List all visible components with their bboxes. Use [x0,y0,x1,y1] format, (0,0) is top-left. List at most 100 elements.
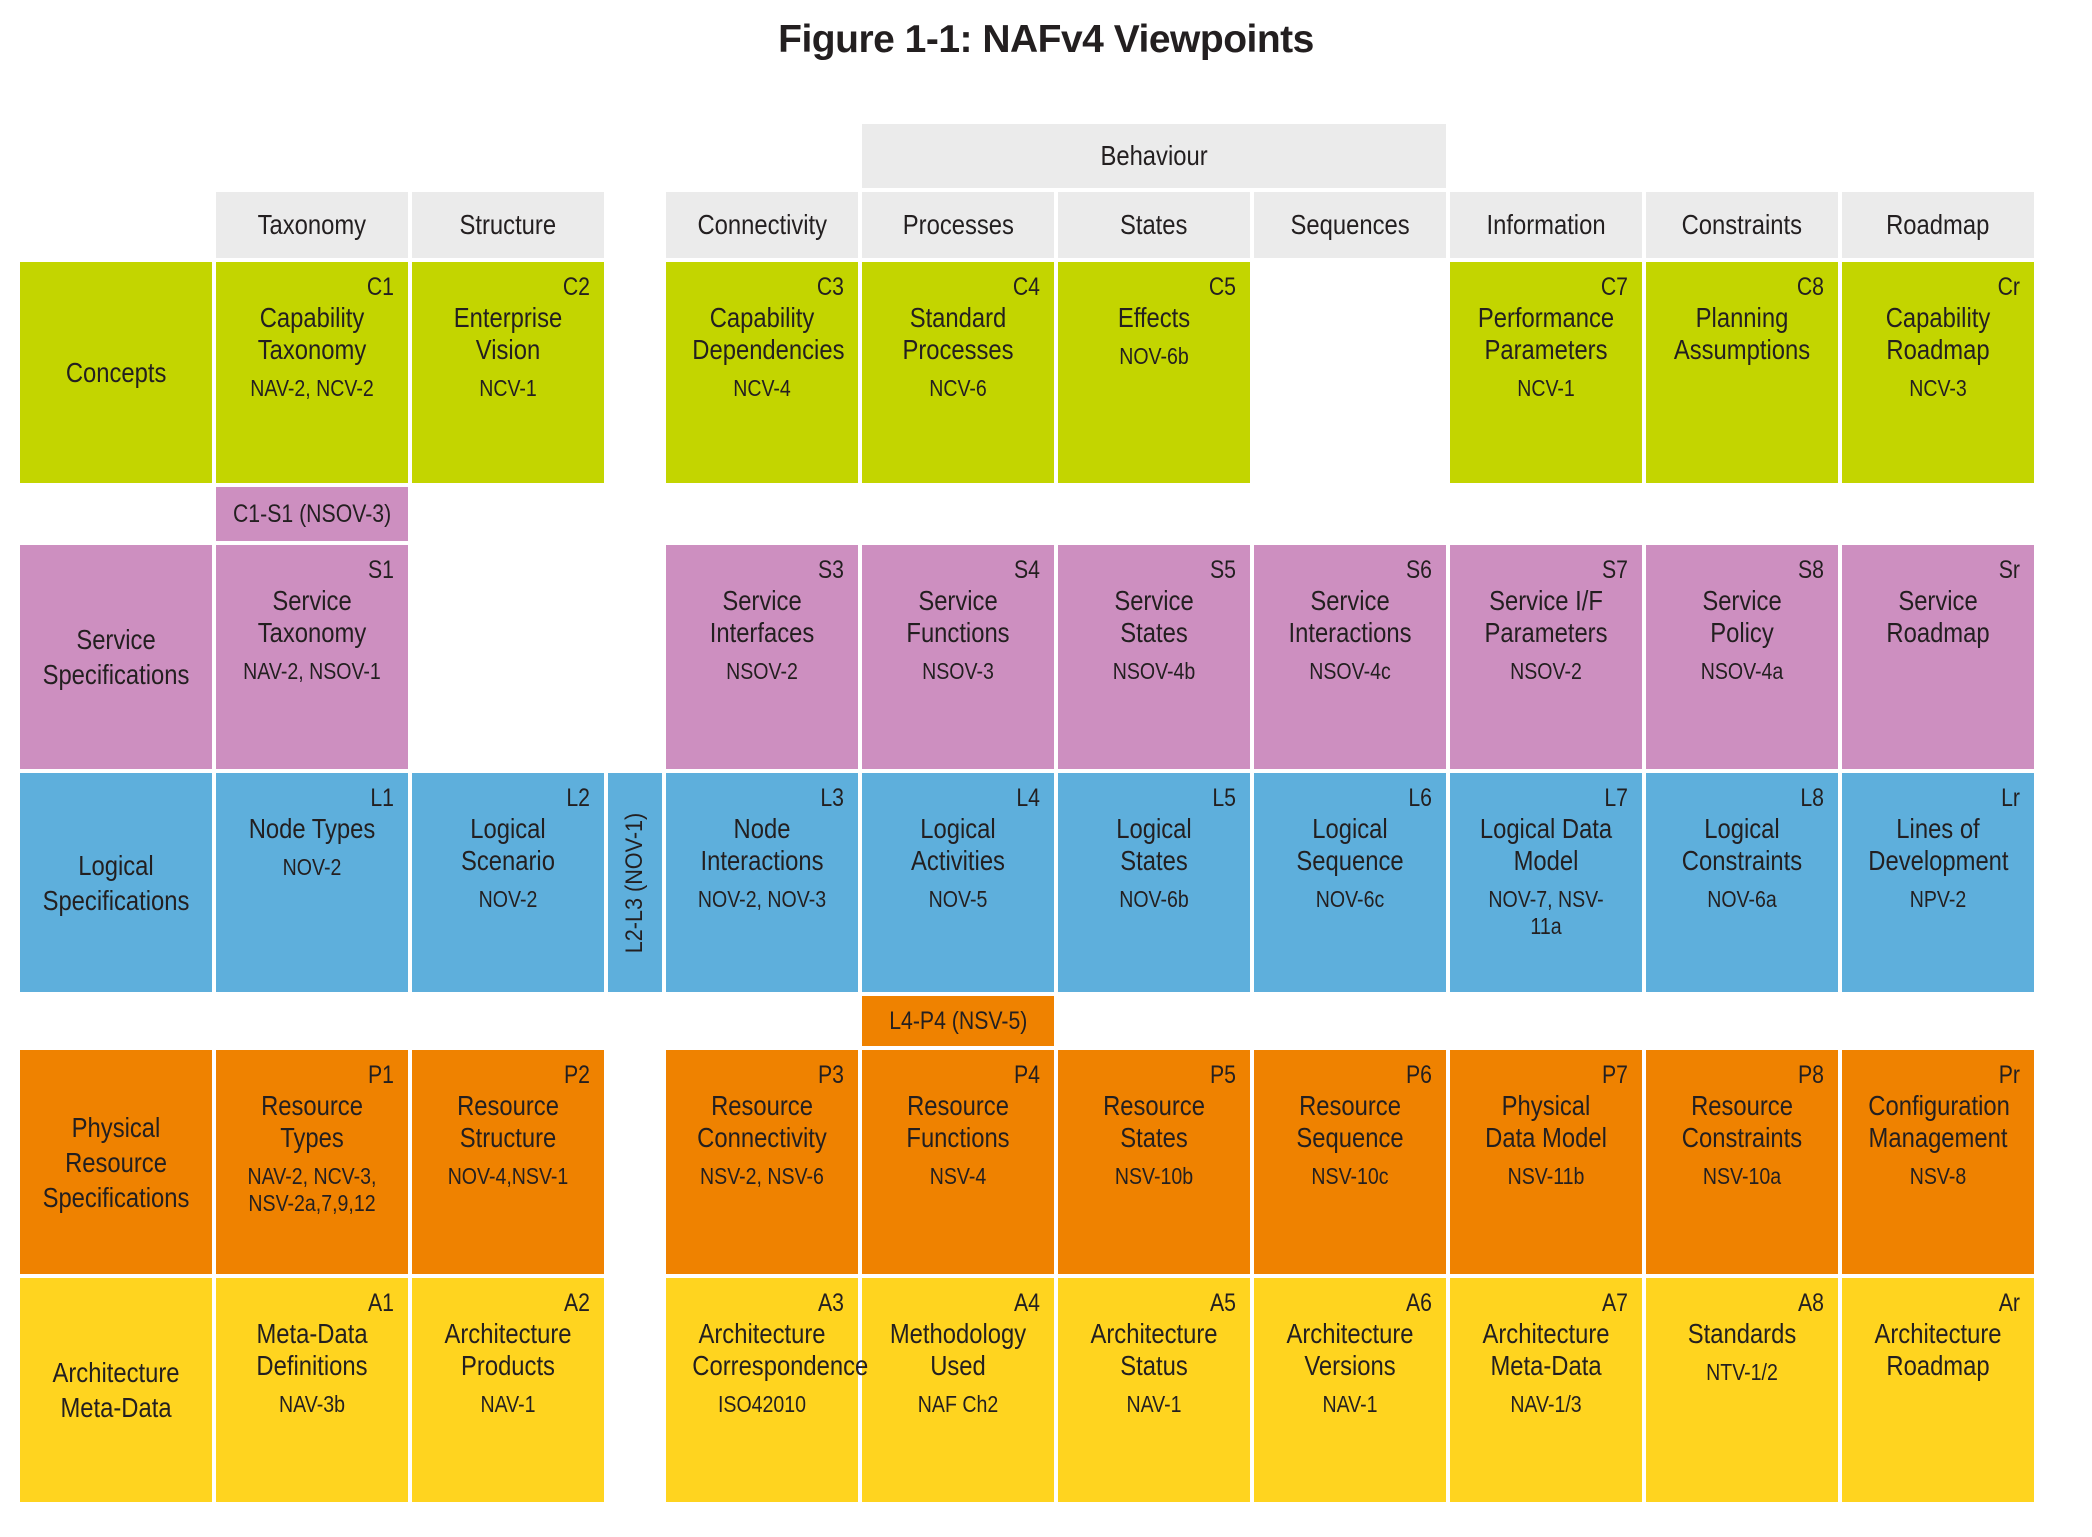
cell-subcode: NOV-6a [1707,885,1777,912]
column-header-taxonomy: Taxonomy [216,192,408,258]
cell-code: A2 [563,1289,590,1317]
behaviour-group-label: Behaviour [1100,140,1208,171]
cell-subcode: NPV-2 [1909,885,1967,912]
column-header-processes: Processes [862,192,1054,258]
cell-name: Resource Types [261,1090,363,1153]
cell-subcode: NAF Ch2 [917,1390,999,1417]
cell-code: C5 [1208,273,1236,301]
cell-code: L5 [1212,784,1236,812]
cell-A4: A4 Methodology Used NAF Ch2 [862,1278,1054,1502]
cell-subcode: NCV-3 [1909,374,1967,401]
cell-name: Architecture Meta-Data [1482,1318,1610,1381]
column-header-label: Taxonomy [257,209,367,240]
cell-code: A1 [367,1289,394,1317]
cell-name: Resource Sequence [1296,1090,1404,1153]
row-label-service: Service Specifications [20,545,212,769]
cell-S3: S3 Service Interfaces NSOV-2 [666,545,858,769]
row-label-meta: Architecture Meta-Data [20,1278,212,1502]
cell-A1: A1 Meta-Data Definitions NAV-3b [216,1278,408,1502]
cell-C2: C2 Enterprise Vision NCV-1 [412,262,604,483]
row-label-text: Physical Resource Specifications [42,1111,190,1213]
cell-L3: L3 Node Interactions NOV-2, NOV-3 [666,773,858,992]
cell-S5: S5 Service States NSOV-4b [1058,545,1250,769]
cell-L1: L1 Node Types NOV-2 [216,773,408,992]
cell-name: Standards [1687,1318,1797,1350]
cell-name: Service I/F Parameters [1484,585,1608,648]
column-header-constraints: Constraints [1646,192,1838,258]
cell-code: Pr [1998,1061,2020,1089]
cell-subcode: NSV-11b [1507,1162,1585,1189]
cell-name: Architecture Status [1090,1318,1218,1381]
cell-code: P4 [1013,1061,1040,1089]
behaviour-group-header: Behaviour [862,124,1446,188]
cell-S4: S4 Service Functions NSOV-3 [862,545,1054,769]
cell-name: Effects [1117,302,1191,334]
cell-code: S4 [1013,556,1040,584]
cell-A8: A8 Standards NTV-1/2 [1646,1278,1838,1502]
cell-code: A5 [1209,1289,1236,1317]
cell-name: Service Functions [906,585,1010,648]
cell-Sr: Sr Service Roadmap [1842,545,2034,769]
cell-name: Node Types [248,813,376,845]
cell-code: A7 [1601,1289,1628,1317]
connector-l4-p4: L4-P4 (NSV-5) [862,996,1054,1046]
cell-name: Service States [1114,585,1194,648]
cell-L4: L4 Logical Activities NOV-5 [862,773,1054,992]
cell-subcode: ISO42010 [717,1390,807,1417]
cell-Lr: Lr Lines of Development NPV-2 [1842,773,2034,992]
cell-subcode: NAV-2, NSOV-1 [243,657,381,684]
cell-code: C1 [366,273,394,301]
cell-name: Lines of Development [1868,813,2009,876]
cell-subcode: NAV-2, NCV-2 [250,374,374,401]
cell-code: L7 [1604,784,1628,812]
cell-name: Enterprise Vision [453,302,563,365]
column-header-label: Sequences [1290,209,1410,240]
cell-subcode: NSV-10b [1114,1162,1194,1189]
cell-P7: P7 Physical Data Model NSV-11b [1450,1050,1642,1274]
cell-subcode: NSOV-4a [1700,657,1784,684]
cell-name: Resource Structure [457,1090,559,1153]
cell-name: Logical Scenario [461,813,555,876]
column-header-information: Information [1450,192,1642,258]
cell-code: P7 [1601,1061,1628,1089]
cell-subcode: NSV-10c [1311,1162,1389,1189]
cell-code: P1 [367,1061,394,1089]
column-header-connectivity: Connectivity [666,192,858,258]
cell-name: Architecture Roadmap [1874,1318,2002,1381]
cell-code: S3 [817,556,844,584]
cell-A6: A6 Architecture Versions NAV-1 [1254,1278,1446,1502]
connector-label: L2-L3 (NOV-1) [621,812,648,953]
cell-A5: A5 Architecture Status NAV-1 [1058,1278,1250,1502]
cell-P6: P6 Resource Sequence NSV-10c [1254,1050,1446,1274]
cell-code: L2 [566,784,590,812]
cell-subcode: NSOV-4b [1112,657,1196,684]
cell-code: P2 [563,1061,590,1089]
cell-subcode: NAV-3b [279,1390,345,1417]
column-header-label: Connectivity [697,209,827,240]
cell-subcode: NSV-4 [929,1162,987,1189]
row-label-concepts: Concepts [20,262,212,483]
cell-subcode: NOV-2, NOV-3 [697,885,827,912]
cell-code: S1 [367,556,394,584]
cell-name: Meta-Data Definitions [256,1318,368,1381]
cell-name: Service Interfaces [709,585,815,648]
cell-code: P8 [1797,1061,1824,1089]
cell-P4: P4 Resource Functions NSV-4 [862,1050,1054,1274]
cell-P3: P3 Resource Connectivity NSV-2, NSV-6 [666,1050,858,1274]
cell-subcode: NSOV-4c [1309,657,1391,684]
column-header-label: Processes [902,209,1014,240]
cell-code: Cr [1997,273,2020,301]
connector-label: L4-P4 (NSV-5) [888,1006,1028,1035]
cell-A2: A2 Architecture Products NAV-1 [412,1278,604,1502]
cell-subcode: NOV-5 [928,885,988,912]
cell-name: Physical Data Model [1485,1090,1607,1153]
cell-name: Logical Activities [911,813,1005,876]
cell-C8: C8 Planning Assumptions [1646,262,1838,483]
cell-name: Standard Processes [902,302,1014,365]
cell-subcode: NTV-1/2 [1706,1358,1778,1385]
row-label-text: Architecture Meta-Data [52,1357,180,1423]
cell-code: C4 [1012,273,1040,301]
cell-P2: P2 Resource Structure NOV-4,NSV-1 [412,1050,604,1274]
cell-subcode: NAV-1 [480,1390,536,1417]
figure-title: Figure 1-1: NAFv4 Viewpoints [778,18,1314,61]
